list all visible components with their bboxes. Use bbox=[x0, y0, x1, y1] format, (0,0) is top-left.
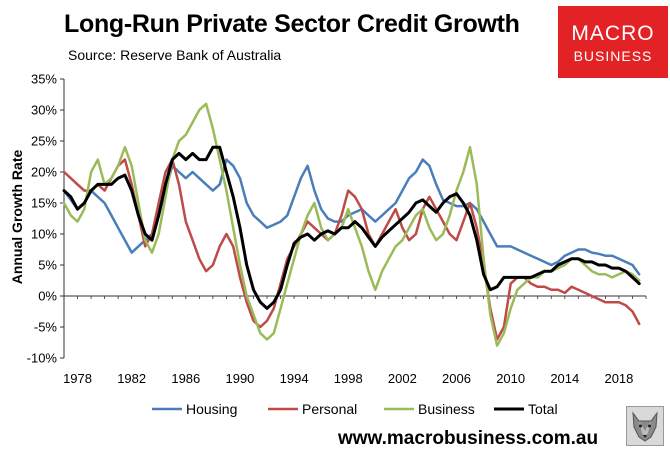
legend-label-business: Business bbox=[418, 401, 475, 417]
x-tick-label: 1982 bbox=[117, 371, 146, 386]
page-title: Long-Run Private Sector Credit Growth bbox=[64, 10, 520, 38]
x-tick-label: 2010 bbox=[496, 371, 525, 386]
x-tick-label: 2018 bbox=[604, 371, 633, 386]
series-line-total bbox=[62, 145, 641, 310]
legend-label-housing: Housing bbox=[186, 401, 237, 417]
y-tick-label: 35% bbox=[31, 72, 57, 87]
series-lines bbox=[62, 102, 641, 347]
y-axis-label: Annual Growth Rate bbox=[9, 150, 25, 285]
y-tick-label: 5% bbox=[38, 258, 57, 273]
source-subtitle: Source: Reserve Bank of Australia bbox=[68, 47, 282, 63]
legend-label-personal: Personal bbox=[302, 401, 357, 417]
x-tick-label: 1986 bbox=[171, 371, 200, 386]
y-axis-ticks: -10% -5% 0% 5% 10% 15% 20% 25% 30% 35% bbox=[27, 72, 64, 366]
logo-line-1: MACRO bbox=[571, 22, 655, 45]
x-tick-label: 2006 bbox=[442, 371, 471, 386]
series-line-personal bbox=[62, 158, 641, 341]
y-tick-label: 15% bbox=[31, 196, 57, 211]
y-tick-label: 20% bbox=[31, 165, 57, 180]
x-tick-label: 1994 bbox=[280, 371, 309, 386]
x-tick-label: 1978 bbox=[63, 371, 92, 386]
x-tick-label: 2014 bbox=[550, 371, 579, 386]
logo-line-2: BUSINESS bbox=[573, 48, 653, 64]
y-tick-label: 0% bbox=[38, 289, 57, 304]
y-tick-label: 30% bbox=[31, 103, 57, 118]
x-axis-ticks: 1978 1982 1986 1990 1994 1998 2002 2006 2010 2014… bbox=[63, 296, 647, 386]
y-tick-label: -10% bbox=[27, 351, 58, 366]
y-tick-label: 10% bbox=[31, 227, 57, 242]
x-tick-label: 1998 bbox=[334, 371, 363, 386]
footer-url[interactable]: www.macrobusiness.com.au bbox=[338, 428, 599, 449]
x-tick-label: 1990 bbox=[225, 371, 254, 386]
x-tick-label: 2002 bbox=[388, 371, 417, 386]
wolf-mascot-icon bbox=[626, 406, 664, 446]
chart-legend: Housing Personal Business Total bbox=[152, 401, 558, 417]
legend-label-total: Total bbox=[528, 401, 558, 417]
y-tick-label: 25% bbox=[31, 134, 57, 149]
chart-axes bbox=[63, 79, 646, 358]
y-tick-label: -5% bbox=[34, 320, 58, 335]
brand-logo[interactable]: MACRO BUSINESS bbox=[558, 6, 668, 78]
